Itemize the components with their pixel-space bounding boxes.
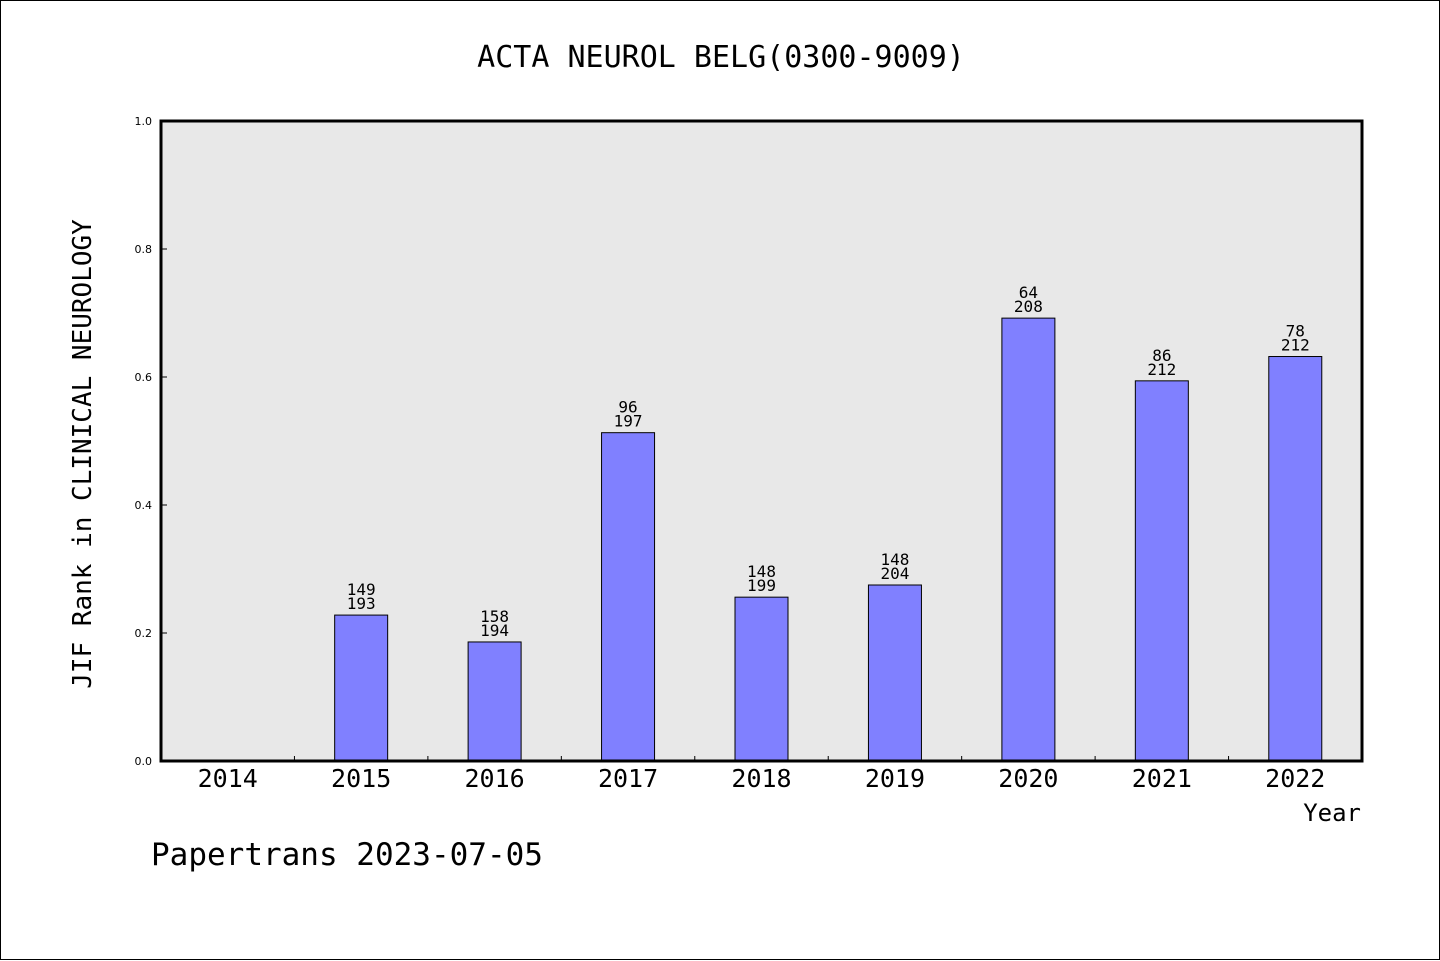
plot-border: [159, 119, 1364, 763]
bar-2017: [601, 432, 656, 762]
bar-2015: [334, 614, 389, 762]
rank-label-2020: 64: [1019, 283, 1038, 302]
chart-title: ACTA NEUROL BELG(0300-9009): [477, 40, 965, 75]
axes-group: 2014 2015 2016 2017 2018 2019 2020 2021 2022 0.0 0…: [135, 115, 1326, 793]
x-tick-label-2015: 2015: [331, 764, 391, 793]
x-axis-label: Year: [1303, 799, 1361, 827]
bar-2022: [1268, 356, 1323, 762]
footer-text: Papertrans 2023-07-05: [151, 837, 543, 873]
total-label-2016: 194: [480, 621, 509, 640]
y-tick-label: 1.0: [135, 115, 153, 128]
rank-label-2019: 148: [880, 550, 909, 569]
bar-2020: [1001, 317, 1056, 762]
bar-2019: [867, 584, 922, 762]
bar-2021: [1134, 380, 1189, 762]
total-label-2021: 212: [1147, 360, 1176, 379]
y-axis-label: JIF Rank in CLINICAL NEUROLOGY: [68, 219, 98, 689]
bars-group: 1491931581949619714819914820464208862127…: [334, 283, 1323, 762]
total-label-2022: 212: [1281, 336, 1310, 355]
y-tick-label: 0.0: [135, 755, 153, 768]
y-tick-label: 0.6: [135, 371, 153, 384]
y-tick-label: 0.4: [135, 499, 153, 512]
rank-label-2017: 96: [618, 398, 637, 417]
x-tick-label-2016: 2016: [465, 764, 525, 793]
total-label-2018: 199: [747, 576, 776, 595]
total-label-2015: 193: [347, 594, 376, 613]
x-tick-label-2021: 2021: [1132, 764, 1192, 793]
x-tick-label-2017: 2017: [598, 764, 658, 793]
bar-2018: [734, 596, 789, 762]
rank-label-2016: 158: [480, 607, 509, 626]
y-tick-label: 0.2: [135, 627, 153, 640]
total-label-2020: 208: [1014, 297, 1043, 316]
rank-label-2015: 149: [347, 580, 376, 599]
total-label-2017: 197: [614, 412, 643, 431]
bar-2016: [467, 641, 522, 762]
x-tick-label-2014: 2014: [198, 764, 258, 793]
rank-label-2022: 78: [1286, 322, 1305, 341]
y-tick-label: 0.8: [135, 243, 153, 256]
rank-label-2021: 86: [1152, 346, 1171, 365]
rank-label-2018: 148: [747, 562, 776, 581]
x-tick-label-2018: 2018: [731, 764, 791, 793]
total-label-2019: 204: [880, 564, 909, 583]
x-tick-label-2020: 2020: [998, 764, 1058, 793]
x-tick-label-2022: 2022: [1265, 764, 1325, 793]
x-tick-label-2019: 2019: [865, 764, 925, 793]
